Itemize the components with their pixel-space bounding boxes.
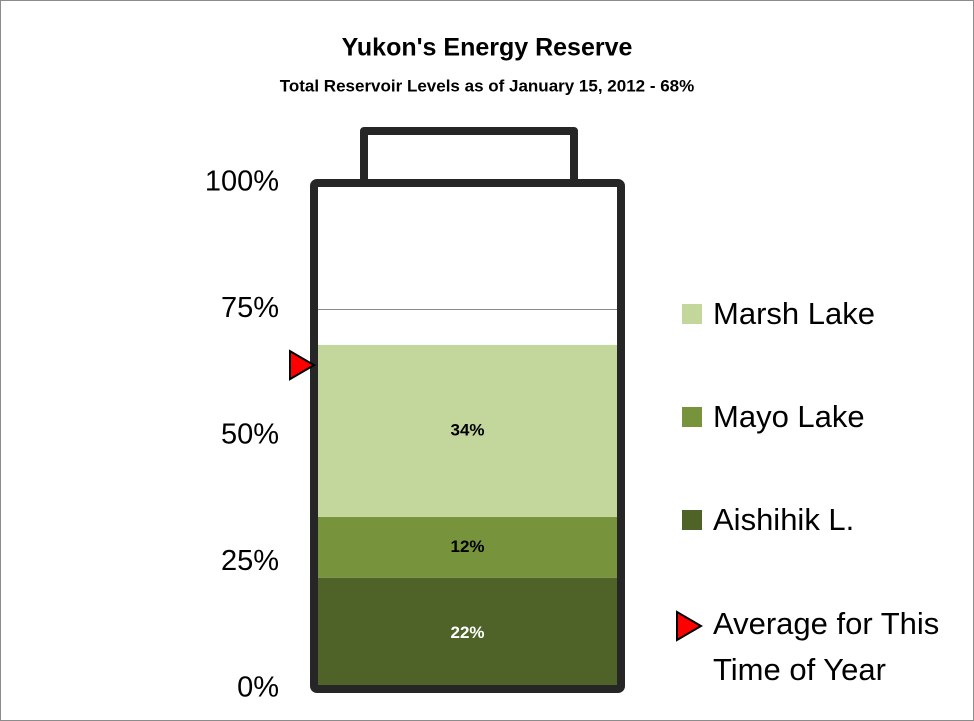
chart-title: Yukon's Energy Reserve bbox=[342, 34, 633, 62]
legend-average-marker bbox=[676, 610, 703, 642]
value-label: 12% bbox=[450, 537, 484, 556]
legend-label: Average for This Time of Year bbox=[713, 606, 940, 687]
value-label: 34% bbox=[450, 420, 484, 439]
y-tick-label: 100% bbox=[205, 166, 279, 198]
bar-segment bbox=[314, 516, 621, 578]
chart-subtitle: Total Reservoir Levels as of January 15,… bbox=[280, 76, 695, 95]
legend-swatch bbox=[682, 510, 702, 530]
average-marker bbox=[289, 349, 316, 381]
y-tick-label: 0% bbox=[237, 672, 279, 704]
battery-handle bbox=[360, 127, 578, 179]
bar-segment bbox=[314, 577, 621, 689]
value-label: 22% bbox=[450, 623, 484, 642]
legend-swatch bbox=[682, 407, 702, 427]
legend-label: Marsh Lake bbox=[713, 296, 875, 331]
y-tick-label: 75% bbox=[221, 292, 279, 324]
legend-swatch bbox=[682, 304, 702, 324]
bar-segment bbox=[314, 344, 621, 517]
y-tick-label: 25% bbox=[221, 545, 279, 577]
battery-outline bbox=[310, 179, 625, 693]
legend-label: Mayo Lake bbox=[713, 399, 865, 434]
y-tick-label: 50% bbox=[221, 419, 279, 451]
legend-label: Aishihik L. bbox=[713, 502, 855, 537]
